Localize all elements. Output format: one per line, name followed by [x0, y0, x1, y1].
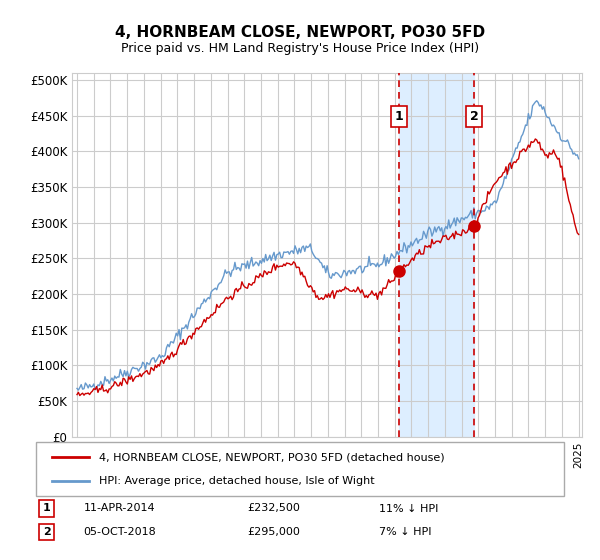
Text: Price paid vs. HM Land Registry's House Price Index (HPI): Price paid vs. HM Land Registry's House … [121, 42, 479, 55]
Text: 11-APR-2014: 11-APR-2014 [83, 503, 155, 514]
Text: 2: 2 [43, 527, 50, 537]
Text: 1: 1 [43, 503, 50, 514]
Text: 05-OCT-2018: 05-OCT-2018 [83, 527, 156, 537]
Bar [399, 73, 474, 437]
Text: 1: 1 [395, 110, 404, 123]
Text: HPI: Average price, detached house, Isle of Wight: HPI: Average price, detached house, Isle… [100, 475, 375, 486]
Text: £232,500: £232,500 [247, 503, 300, 514]
Text: £295,000: £295,000 [247, 527, 300, 537]
Text: 4, HORNBEAM CLOSE, NEWPORT, PO30 5FD: 4, HORNBEAM CLOSE, NEWPORT, PO30 5FD [115, 25, 485, 40]
Text: 11% ↓ HPI: 11% ↓ HPI [379, 503, 439, 514]
FancyBboxPatch shape [36, 442, 564, 496]
Text: 2: 2 [470, 110, 479, 123]
Text: 4, HORNBEAM CLOSE, NEWPORT, PO30 5FD (detached house): 4, HORNBEAM CLOSE, NEWPORT, PO30 5FD (de… [100, 452, 445, 463]
Text: 7% ↓ HPI: 7% ↓ HPI [379, 527, 432, 537]
